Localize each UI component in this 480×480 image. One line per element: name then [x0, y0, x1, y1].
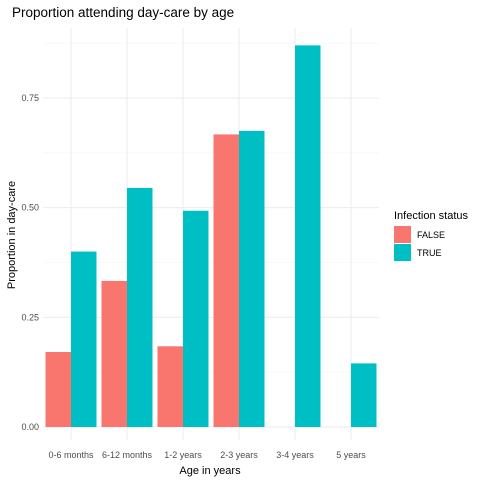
x-tick-label: 5 years [336, 450, 366, 460]
x-tick-label: 6-12 months [102, 450, 153, 460]
x-axis-title: Age in years [179, 465, 241, 477]
bar-true-0 [71, 251, 97, 427]
bars [45, 45, 377, 428]
legend-items: FALSE TRUE [394, 226, 445, 261]
legend-title: Infection status [394, 210, 468, 222]
bar-false-3 [213, 134, 239, 427]
y-tick-label: 0.50 [21, 203, 39, 213]
bar-false-1 [101, 280, 127, 427]
x-axis-ticks: 0-6 months 6-12 months 1-2 years 2-3 years 3… [48, 450, 366, 460]
bar-true-1 [127, 187, 153, 427]
bar-true-2 [183, 210, 209, 427]
legend: Infection status FALSE TRUE [394, 210, 468, 261]
bar-true-5 [351, 363, 377, 427]
bar-false-0 [45, 351, 71, 427]
legend-key-false [394, 226, 411, 243]
legend-label-true: TRUE [417, 248, 442, 258]
bar-true-3 [239, 130, 265, 427]
y-tick-label: 0.00 [21, 422, 39, 432]
x-tick-label: 1-2 years [164, 450, 202, 460]
bar-true-4 [295, 45, 321, 428]
chart-title: Proportion attending day-care by age [12, 5, 234, 20]
x-tick-label: 2-3 years [220, 450, 258, 460]
y-axis-ticks: 0.00 0.25 0.50 0.75 [21, 93, 39, 432]
y-axis-title: Proportion in day-care [6, 181, 18, 289]
x-tick-label: 3-4 years [276, 450, 314, 460]
bar-false-2 [157, 346, 183, 427]
legend-key-true [394, 244, 411, 261]
x-tick-label: 0-6 months [48, 450, 94, 460]
legend-label-false: FALSE [417, 230, 445, 240]
y-tick-label: 0.75 [21, 93, 39, 103]
y-tick-label: 0.25 [21, 312, 39, 322]
